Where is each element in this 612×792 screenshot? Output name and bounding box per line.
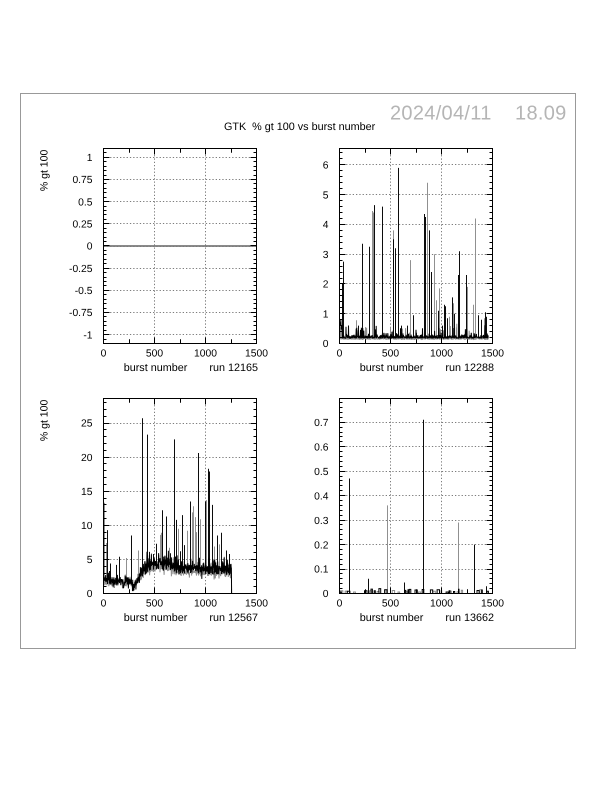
svg-text:0.3: 0.3	[314, 516, 329, 527]
svg-text:0.6: 0.6	[314, 442, 329, 453]
svg-text:15: 15	[81, 487, 93, 498]
svg-text:run 12567: run 12567	[209, 612, 258, 624]
svg-text:25: 25	[81, 419, 93, 430]
svg-text:0: 0	[101, 599, 107, 610]
svg-text:1: 1	[323, 309, 329, 320]
svg-text:burst number: burst number	[360, 612, 424, 624]
svg-text:% gt 100: % gt 100	[38, 400, 50, 442]
svg-text:4: 4	[323, 220, 329, 231]
svg-text:GTK % gt 100 vs burst number: GTK % gt 100 vs burst number	[224, 121, 376, 133]
svg-text:0.4: 0.4	[314, 491, 329, 502]
svg-text:burst number: burst number	[124, 612, 188, 624]
svg-text:10: 10	[81, 521, 93, 532]
svg-text:run 13662: run 13662	[445, 612, 494, 624]
svg-text:0.5: 0.5	[78, 197, 93, 208]
svg-text:0.25: 0.25	[72, 220, 92, 231]
svg-text:500: 500	[146, 599, 163, 610]
svg-text:2024/04/11 18.09: 2024/04/11 18.09	[390, 103, 567, 125]
svg-text:1: 1	[87, 153, 93, 164]
svg-text:-0.75: -0.75	[69, 308, 93, 319]
svg-text:run 12165: run 12165	[209, 362, 258, 374]
svg-text:% gt 100: % gt 100	[38, 150, 50, 192]
svg-text:0: 0	[323, 339, 329, 350]
svg-text:burst number: burst number	[124, 362, 188, 374]
svg-text:-1: -1	[83, 330, 92, 341]
svg-text:0.7: 0.7	[314, 418, 329, 429]
svg-text:0: 0	[323, 589, 329, 600]
svg-text:0.75: 0.75	[72, 175, 92, 186]
svg-text:500: 500	[146, 349, 163, 360]
svg-text:0.5: 0.5	[314, 467, 329, 478]
svg-text:3: 3	[323, 250, 329, 261]
svg-text:0: 0	[101, 349, 107, 360]
svg-text:6: 6	[323, 161, 329, 172]
svg-text:1000: 1000	[194, 349, 217, 360]
svg-text:20: 20	[81, 453, 93, 464]
svg-text:0.1: 0.1	[314, 565, 329, 576]
svg-text:1500: 1500	[245, 349, 268, 360]
svg-text:-0.5: -0.5	[75, 286, 93, 297]
svg-text:1500: 1500	[481, 349, 504, 360]
svg-text:5: 5	[323, 190, 329, 201]
svg-text:1500: 1500	[481, 599, 504, 610]
svg-text:1000: 1000	[430, 349, 453, 360]
svg-text:1500: 1500	[245, 599, 268, 610]
svg-text:0: 0	[87, 589, 93, 600]
svg-text:burst number: burst number	[360, 362, 424, 374]
svg-text:0: 0	[337, 349, 343, 360]
svg-text:500: 500	[382, 599, 399, 610]
svg-text:1000: 1000	[194, 599, 217, 610]
svg-text:5: 5	[87, 555, 93, 566]
svg-text:-0.25: -0.25	[69, 264, 93, 275]
svg-text:0: 0	[337, 599, 343, 610]
svg-text:0: 0	[87, 242, 93, 253]
svg-text:500: 500	[382, 349, 399, 360]
svg-text:2: 2	[323, 280, 329, 291]
svg-text:1000: 1000	[430, 599, 453, 610]
svg-text:0.2: 0.2	[314, 540, 329, 551]
svg-text:run 12288: run 12288	[445, 362, 494, 374]
